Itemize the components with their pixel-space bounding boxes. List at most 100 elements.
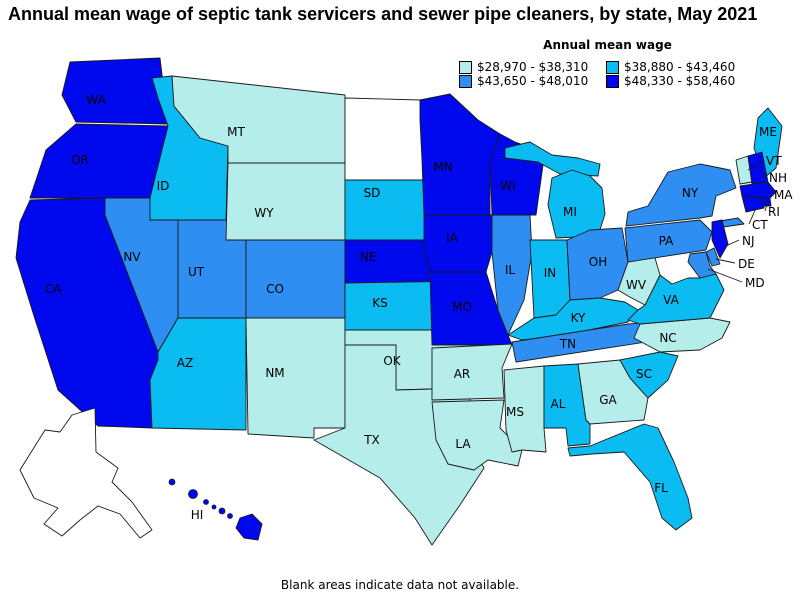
state-labels: WA OR CA ID NV UT AZ MT WY CO NM SD NE KS OK TX MN IA MO AR… — [45, 93, 794, 522]
state-label-CA: CA — [45, 282, 62, 296]
state-label-MS: MS — [506, 405, 524, 419]
callout-label-MD: MD — [745, 276, 765, 290]
state-label-NV: NV — [123, 250, 141, 264]
state-label-OR: OR — [71, 153, 89, 167]
state-label-MI: MI — [563, 205, 577, 219]
state-label-NM: NM — [265, 366, 284, 380]
state-label-MT: MT — [227, 125, 245, 139]
legend: Annual mean wage $28,970 - $38,310 $38,8… — [445, 38, 770, 88]
state-label-MO: MO — [452, 300, 472, 314]
state-label-ME: ME — [759, 125, 777, 139]
state-label-SC: SC — [636, 367, 652, 381]
state-HI-island-3 — [203, 499, 209, 505]
state-label-IN: IN — [544, 266, 557, 280]
state-label-GA: GA — [599, 393, 617, 407]
state-label-NC: NC — [659, 331, 676, 345]
callout-label-MA: MA — [774, 188, 793, 202]
state-NJ — [711, 219, 729, 259]
state-HI — [235, 513, 263, 541]
legend-swatch-2 — [606, 60, 619, 74]
state-label-TN: TN — [559, 337, 576, 351]
state-PA — [624, 219, 713, 263]
state-label-PA: PA — [659, 234, 674, 248]
callout-line-MA — [767, 190, 772, 195]
callout-line-DE — [715, 258, 736, 264]
callout-line-MD — [707, 268, 743, 283]
callout-label-CT: CT — [752, 218, 768, 232]
state-label-AZ: AZ — [177, 356, 193, 370]
state-label-UT: UT — [188, 265, 205, 279]
state-WA — [61, 57, 169, 125]
state-LA — [431, 399, 523, 471]
state-HI-island-4 — [211, 504, 217, 510]
legend-item-1: $28,970 - $38,310 — [459, 60, 588, 74]
state-MD — [687, 251, 717, 279]
state-WY — [225, 162, 346, 241]
state-DE — [705, 247, 721, 267]
legend-range-4: $48,330 - $58,460 — [624, 74, 736, 88]
state-label-TX: TX — [363, 433, 380, 447]
legend-item-2: $38,880 - $43,460 — [606, 60, 735, 74]
state-MI-part2 — [547, 169, 606, 239]
legend-item-4: $48,330 - $58,460 — [606, 74, 735, 88]
state-label-OK: OK — [383, 354, 401, 368]
state-label-NY: NY — [682, 186, 699, 200]
callout-line-RI — [764, 203, 768, 212]
legend-title: Annual mean wage — [543, 38, 672, 52]
state-shapes — [15, 57, 783, 546]
state-ND — [344, 97, 425, 181]
state-label-IL: IL — [505, 263, 516, 277]
state-MI — [504, 141, 601, 177]
state-CO — [245, 239, 346, 319]
state-SD — [344, 179, 429, 241]
state-IA — [423, 214, 493, 273]
state-label-CO: CO — [266, 282, 284, 296]
state-NM — [245, 317, 346, 439]
state-label-AR: AR — [454, 367, 471, 381]
legend-range-1: $28,970 - $38,310 — [477, 60, 589, 74]
legend-range-2: $38,880 - $43,460 — [624, 60, 736, 74]
state-label-AL: AL — [551, 397, 566, 411]
state-label-NE: NE — [360, 250, 377, 264]
state-FL — [567, 423, 693, 531]
state-NC — [633, 317, 731, 353]
callout-label-NH: NH — [769, 171, 787, 185]
state-label-HI: HI — [191, 508, 204, 522]
state-label-KS: KS — [372, 296, 388, 310]
state-label-WA: WA — [86, 93, 106, 107]
state-label-ID: ID — [157, 179, 170, 193]
legend-range-3: $43,650 - $48,010 — [477, 74, 589, 88]
legend-item-3: $43,650 - $48,010 — [459, 74, 588, 88]
state-HI-island-2 — [188, 489, 198, 499]
legend-swatch-1 — [459, 60, 472, 74]
state-HI-island-1 — [168, 478, 176, 486]
state-MN — [419, 93, 501, 216]
callout-line-NJ — [725, 239, 740, 247]
footnote: Blank areas indicate data not available. — [280, 578, 520, 592]
state-IL — [491, 214, 533, 336]
legend-swatch-4 — [606, 74, 619, 88]
state-label-MN: MN — [433, 160, 452, 174]
map-title: Annual mean wage of septic tank servicer… — [8, 4, 758, 24]
state-label-WI: WI — [500, 179, 515, 193]
state-label-IA: IA — [446, 231, 459, 245]
callout-label-VT: VT — [766, 154, 782, 168]
state-label-FL: FL — [654, 481, 668, 495]
callout-label-RI: RI — [768, 205, 780, 219]
state-NY — [625, 163, 737, 227]
callout-line-VT — [747, 160, 764, 171]
state-VA — [627, 273, 725, 325]
state-label-WY: WY — [254, 206, 274, 220]
callout-line-NH — [759, 169, 767, 178]
callout-label-DE: DE — [738, 257, 755, 271]
state-AR — [431, 343, 513, 401]
state-HI-island-6 — [227, 513, 233, 519]
callout-line-CT — [748, 207, 757, 225]
state-label-LA: LA — [455, 437, 471, 451]
callout-label-NJ: NJ — [742, 234, 755, 248]
state-CT — [741, 195, 765, 213]
state-HI-island-5 — [218, 507, 226, 515]
state-OR — [29, 123, 169, 199]
